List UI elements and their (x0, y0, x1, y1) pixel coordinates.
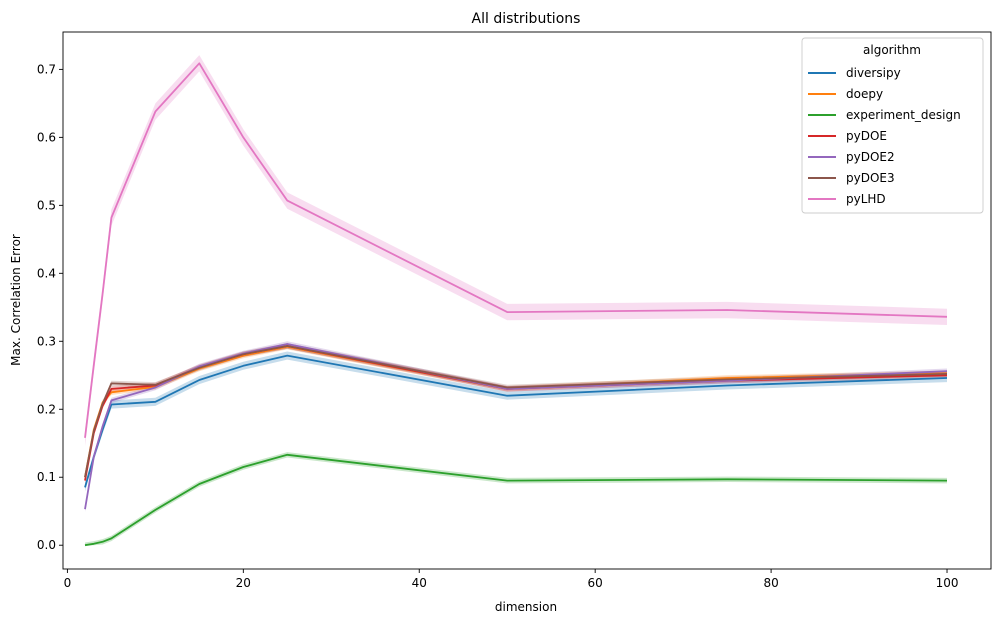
chart-title: All distributions (472, 11, 581, 27)
legend: algorithm diversipy doepy experiment_desig… (801, 37, 984, 214)
x-tick-label: 60 (588, 576, 603, 590)
x-tick-label: 20 (236, 576, 251, 590)
y-tick-label: 0.3 (37, 334, 56, 348)
series-band-0 (85, 351, 947, 492)
legend-label: doepy (846, 87, 883, 101)
legend-label: pyLHD (846, 192, 886, 206)
series-band-4 (85, 341, 947, 512)
y-tick-label: 0.1 (37, 470, 56, 484)
legend-label: pyDOE2 (846, 150, 895, 164)
legend-title: algorithm (863, 43, 921, 57)
series-band-2 (85, 452, 947, 546)
x-tick-label: 40 (412, 576, 427, 590)
y-tick-label: 0.0 (37, 538, 56, 552)
x-axis-label: dimension (495, 600, 557, 614)
y-tick-label: 0.5 (37, 198, 56, 212)
series-line-4 (84, 343, 948, 510)
y-axis-label: Max. Correlation Error (9, 234, 23, 366)
plot-frame (62, 31, 992, 570)
y-axis: 0.0 0.1 0.2 0.3 0.4 0.5 0.6 0.7 (37, 62, 63, 552)
series-line-2 (84, 453, 948, 547)
series-line-6 (84, 62, 948, 438)
x-tick-label: 0 (64, 576, 72, 590)
y-tick-label: 0.7 (37, 62, 56, 76)
series-line-5 (84, 345, 948, 478)
y-tick-label: 0.2 (37, 402, 56, 416)
legend-items: diversipy doepy experiment_design pyDOE pyDO… (808, 66, 961, 206)
legend-box (801, 37, 984, 214)
x-tick-label: 80 (763, 576, 778, 590)
plot-area (84, 55, 948, 547)
x-tick-label: 100 (936, 576, 959, 590)
y-tick-label: 0.6 (37, 130, 56, 144)
legend-label: pyDOE3 (846, 171, 895, 185)
legend-label: experiment_design (846, 108, 961, 122)
x-axis: 0 20 40 60 80 100 (64, 569, 959, 590)
legend-label: pyDOE (846, 129, 887, 143)
y-tick-label: 0.4 (37, 266, 56, 280)
legend-label: diversipy (846, 66, 901, 80)
